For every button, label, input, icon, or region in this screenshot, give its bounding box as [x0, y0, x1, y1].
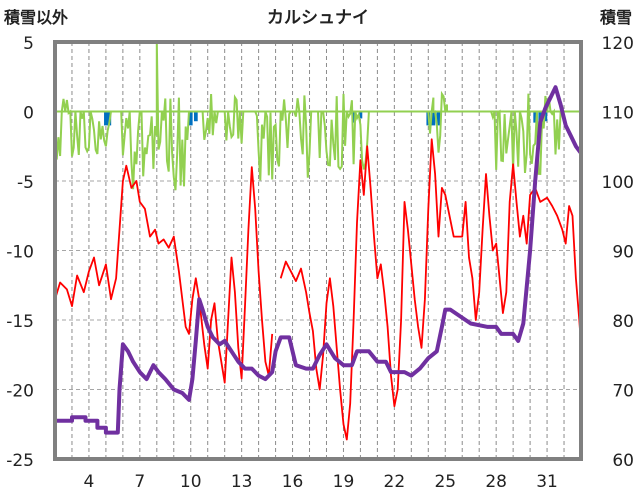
snowfall-bar	[358, 111, 363, 119]
snowfall-bar	[431, 111, 436, 126]
temperature-line	[54, 164, 274, 384]
left-tick-label: -25	[6, 451, 34, 471]
x-tick-label: 10	[180, 472, 202, 492]
snowfall-bar	[351, 111, 356, 123]
right-tick-label: 70	[612, 382, 634, 402]
grid	[55, 42, 581, 459]
x-tick-label: 4	[84, 472, 95, 492]
x-tick-label: 7	[134, 472, 145, 492]
x-tick-label: 13	[231, 472, 253, 492]
right-tick-label: 100	[602, 173, 634, 193]
x-tick-label: 31	[536, 472, 558, 492]
right-tick-label: 110	[602, 104, 634, 124]
right-tick-label: 60	[612, 451, 634, 471]
left-tick-label: 5	[23, 34, 34, 54]
left-tick-label: -20	[6, 382, 34, 402]
left-axis-label: 積雪以外	[3, 8, 68, 27]
left-tick-label: -15	[6, 312, 34, 332]
right-tick-label: 120	[602, 34, 634, 54]
snowfall-bar	[436, 111, 441, 126]
right-axis-label: 積雪	[599, 8, 632, 27]
snowfall-bar	[104, 111, 108, 126]
x-tick-label: 16	[282, 472, 304, 492]
right-tick-label: 90	[612, 243, 634, 263]
chart-title: カルシュナイ	[267, 8, 369, 28]
snowfall-bar	[193, 111, 198, 122]
axis-ticks: 5 0 -5 -10 -15 -20 -25 120 110 100 90 80 70 60 4 7 10 13 1…	[6, 34, 634, 492]
temperature-line	[279, 138, 582, 441]
right-tick-label: 80	[612, 312, 634, 332]
snowfall-bar	[188, 111, 193, 126]
x-tick-label: 19	[333, 472, 355, 492]
x-tick-label: 28	[485, 472, 507, 492]
snow-depth-line	[55, 85, 583, 435]
x-tick-label: 22	[384, 472, 406, 492]
series-lines	[54, 41, 583, 441]
x-tick-label: 25	[434, 472, 456, 492]
snowfall-bar	[533, 111, 538, 123]
precipitation-line	[54, 41, 580, 191]
plot-frame	[53, 40, 583, 461]
left-tick-label: 0	[23, 104, 34, 124]
left-tick-label: -5	[17, 173, 34, 193]
left-tick-label: -10	[6, 243, 34, 263]
snowfall-bar	[543, 111, 548, 122]
